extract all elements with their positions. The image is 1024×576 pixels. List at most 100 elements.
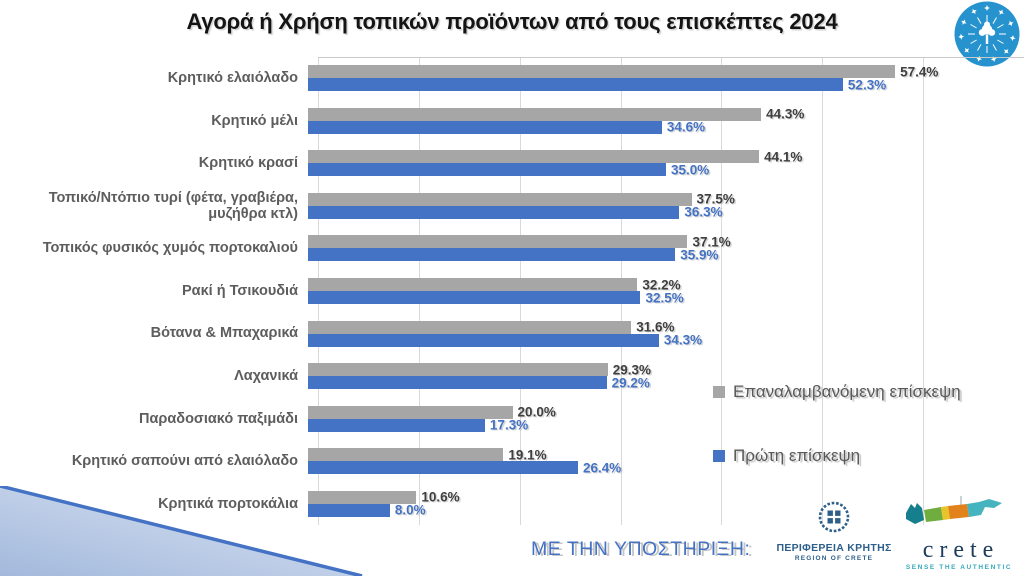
value-label: 34.6% <box>666 119 706 135</box>
bar-repeat-visit <box>308 448 504 462</box>
value-label: 32.5% <box>645 290 684 305</box>
value-label: 57.4% <box>900 64 939 80</box>
legend-label: Επαναλαμβανόμενη επίσκεψη <box>733 382 961 401</box>
bar-repeat-visit <box>308 107 762 121</box>
value-label: 17.3% <box>489 417 529 433</box>
value-label: 20.0% <box>517 404 556 420</box>
crete-brand-logo: crete SENSE THE AUTHENTIC <box>896 496 1022 571</box>
gridline <box>822 58 824 525</box>
chart-row: Τοπικό/Ντόπιο τυρί (φέτα, γραβιέρα, μυζή… <box>0 185 1024 228</box>
value-label: 44.1% <box>764 149 803 165</box>
crete-logo-subtitle: SENSE THE AUTHENTIC <box>905 564 1013 571</box>
region-logo-title: ΠΕΡΙΦΕΡΕΙΑ ΚΡΗΤΗΣ <box>776 542 892 554</box>
value-label: 35.0% <box>671 162 710 178</box>
bar-line: 29.2% <box>308 375 1024 390</box>
bar-line: 32.2% <box>308 277 1024 292</box>
bar-line: 35.0% <box>308 162 1024 178</box>
bar-first-visit <box>308 120 662 134</box>
bar-line: 26.4% <box>308 460 1024 475</box>
bar-repeat-visit <box>308 235 688 249</box>
gridline <box>923 58 925 525</box>
chart-row: Ρακί ή Τσικουδιά 32.2% 32.5% <box>0 270 1024 313</box>
bar-group: 44.1% 35.0% <box>308 142 1024 185</box>
bar-first-visit <box>308 163 666 177</box>
value-label: 34.3% <box>663 332 703 348</box>
category-label: Κρητικό κρασί <box>198 155 298 172</box>
bar-chart: Κρητικό ελαιόλαδο 57.4% 52.3% Κρητικό μέλι 4… <box>0 57 1024 525</box>
bar-first-visit <box>308 418 485 432</box>
value-label: 36.3% <box>684 204 723 220</box>
value-label: 44.3% <box>766 106 805 122</box>
value-label: 19.1% <box>508 447 547 463</box>
bar-group: 10.6% 8.0% <box>308 482 1024 525</box>
wreath-cross-emblem-icon <box>818 501 850 533</box>
bar-line: 37.5% <box>308 191 1024 207</box>
bar-group: 32.2% 32.5% <box>308 270 1024 313</box>
bar-repeat-visit <box>308 278 638 291</box>
legend-item-first-visit: Πρώτη επίσκεψη <box>713 446 860 466</box>
value-label: 32.2% <box>642 277 681 292</box>
bar-line: 31.6% <box>308 319 1024 335</box>
bar-repeat-visit <box>308 405 513 419</box>
chart-row: Τοπικός φυσικός χυμός πορτοκαλιού 37.1% 35… <box>0 227 1024 270</box>
crete-island-map-icon <box>906 496 1002 524</box>
bar-group: 20.0% 17.3% <box>308 397 1024 440</box>
bar-first-visit <box>308 461 578 475</box>
bar-group: 44.3% 34.6% <box>308 100 1024 143</box>
value-label: 37.5% <box>696 191 735 207</box>
bar-group: 57.4% 52.3% <box>308 57 1024 100</box>
bar-line: 17.3% <box>308 417 1024 433</box>
region-logo-subtitle: REGION OF CRETE <box>794 555 874 562</box>
page-title: Αγορά ή Χρήση τοπικών προϊόντων από τους… <box>186 9 838 34</box>
category-label: Κρητικά πορτοκάλια <box>158 495 298 512</box>
bar-line: 34.6% <box>308 119 1024 135</box>
bar-repeat-visit <box>308 150 760 164</box>
legend-swatch-blue <box>713 450 725 462</box>
bar-line: 29.3% <box>308 362 1024 378</box>
category-label: Κρητικό ελαιόλαδο <box>167 70 298 87</box>
bar-line: 8.0% <box>308 503 1024 518</box>
chart-row: Λαχανικά 29.3% 29.2% <box>0 355 1024 398</box>
bar-repeat-visit <box>308 320 632 334</box>
support-label: ΜΕ ΤΗΝ ΥΠΟΣΤΗΡΙΞΗ: <box>531 538 751 560</box>
bar-line: 20.0% <box>308 404 1024 420</box>
value-label: 29.3% <box>612 362 651 378</box>
bar-repeat-visit <box>308 363 608 377</box>
bar-first-visit <box>308 248 676 262</box>
chart-row: Παραδοσιακό παξιμάδι 20.0% 17.3% <box>0 397 1024 440</box>
value-label: 31.6% <box>636 319 675 335</box>
category-label: Κρητικό σαπούνι από ελαιόλαδο <box>71 453 298 470</box>
bar-line: 36.3% <box>308 204 1024 220</box>
value-label: 35.9% <box>680 247 719 263</box>
bar-line: 37.1% <box>308 234 1024 250</box>
value-label: 37.1% <box>692 234 731 250</box>
bar-first-visit <box>308 291 641 304</box>
category-label: Βότανα & Μπαχαρικά <box>150 325 298 342</box>
tree-stars-circle-logo-icon <box>954 1 1020 67</box>
chart-row: Κρητικά πορτοκάλια 10.6% 8.0% <box>0 482 1024 525</box>
category-label: Λαχανικά <box>234 367 298 384</box>
bar-line: 44.1% <box>308 149 1024 165</box>
bar-line: 35.9% <box>308 247 1024 263</box>
bar-group: 37.1% 35.9% <box>308 227 1024 270</box>
category-label: Τοπικός φυσικός χυμός πορτοκαλιού <box>42 240 298 257</box>
bar-repeat-visit <box>308 65 896 79</box>
category-label: Παραδοσιακό παξιμάδι <box>139 410 298 427</box>
bar-line: 57.4% <box>308 64 1024 80</box>
bar-line: 44.3% <box>308 106 1024 122</box>
category-label: Τοπικό/Ντόπιο τυρί (φέτα, γραβιέρα, μυζή… <box>48 189 298 222</box>
bar-first-visit <box>308 376 607 390</box>
bar-group: 37.5% 36.3% <box>308 185 1024 228</box>
category-label: Κρητικό μέλι <box>211 112 298 129</box>
bar-first-visit <box>308 503 390 517</box>
bar-first-visit <box>308 78 843 92</box>
gridline <box>721 58 723 525</box>
bar-line: 52.3% <box>308 77 1024 92</box>
region-of-crete-logo: ΠΕΡΙΦΕΡΕΙΑ ΚΡΗΤΗΣ REGION OF CRETE <box>773 500 895 562</box>
blue-gradient-triangle-decoration <box>0 486 363 576</box>
chart-row: Κρητικό σαπούνι από ελαιόλαδο 19.1% 26.4% <box>0 440 1024 483</box>
legend-swatch-gray <box>713 386 725 398</box>
category-label: Ρακί ή Τσικουδιά <box>182 282 298 299</box>
bar-repeat-visit <box>308 192 692 206</box>
